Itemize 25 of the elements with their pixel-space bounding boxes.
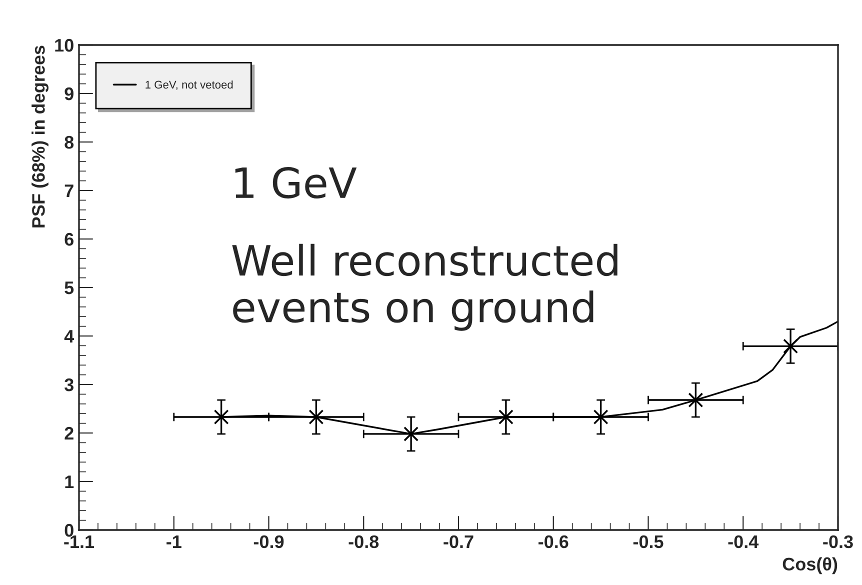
y-tick-label: 4 xyxy=(64,330,74,343)
x-tick-label: -0.4 xyxy=(728,535,759,548)
x-tick-label: -1 xyxy=(166,536,182,548)
x-tick-label: -0.3 xyxy=(823,535,853,548)
legend-label: 1 GeV, not vetoed xyxy=(146,80,233,90)
x-tick-label: -1.1 xyxy=(64,536,94,548)
x-tick-label: -0.8 xyxy=(348,535,379,548)
x-axis-title: Cos(θ) xyxy=(782,557,838,574)
y-tick-label: 1 xyxy=(65,476,74,488)
annotation: 1 GeV xyxy=(235,166,357,199)
annotation: Well reconstructed events on ground xyxy=(232,244,618,331)
y-tick-label: 3 xyxy=(64,378,74,392)
y-tick-label: 0 xyxy=(64,524,74,537)
y-axis-title: PSF (68%) in degrees xyxy=(32,46,48,228)
y-tick-label: 2 xyxy=(64,426,74,440)
x-tick-label: -0.7 xyxy=(444,535,474,548)
x-tick-label: -0.6 xyxy=(538,535,568,548)
y-tick-label: 8 xyxy=(64,136,74,149)
x-tick-label: -0.5 xyxy=(633,535,664,548)
y-tick-label: 6 xyxy=(64,232,74,246)
y-tick-label: 5 xyxy=(64,282,74,294)
y-tick-label: 9 xyxy=(64,87,74,100)
y-tick-label: 7 xyxy=(64,184,74,198)
x-tick-label: -0.9 xyxy=(254,535,284,548)
y-tick-label: 10 xyxy=(55,38,74,52)
